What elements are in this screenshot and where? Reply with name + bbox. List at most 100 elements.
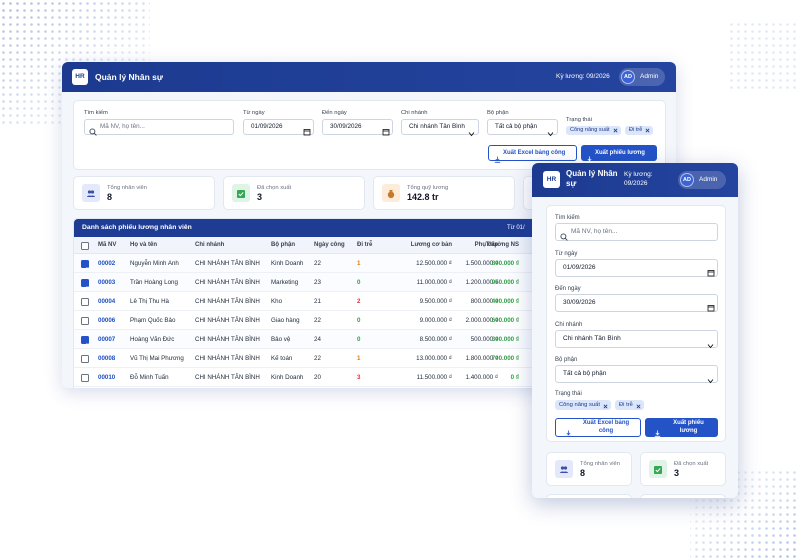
stat-label: Tổng nhân viên [107,185,147,191]
export-excel-button[interactable]: Xuất Excel bảng công [488,145,577,163]
pay-period: Kỳ lương: 09/2026 [556,73,610,80]
from-input[interactable]: 01/09/2026 [555,258,718,277]
download-icon [565,424,572,437]
column-header: Mã NV [98,242,117,248]
filter-card: Tìm kiếm Mã NV, họ tên... Từ ngày 01/09/202… [546,205,726,442]
table-cell: 23 [314,279,321,286]
search-input-text: Mã NV, họ tên... [571,228,618,235]
status-tag[interactable]: Công năng suất [566,126,621,135]
chevron-icon [707,336,714,348]
table-cell: 3 [357,374,361,381]
stat-card [640,494,726,498]
search-input[interactable]: Mã NV, họ tên... [555,223,718,241]
from-input[interactable]: 01/09/2026 [243,119,314,136]
table-cell: 00010 [98,374,116,381]
table-cell: CHI NHÁNH TÂN BÌNH [195,279,260,286]
filter-label: Đến ngày [322,110,347,116]
tag-remove [603,403,608,408]
table-cell: 700.000 ₫ [491,355,519,362]
column-header: Thưởng NS [485,242,519,248]
status-tag[interactable]: Đi trễ [615,400,644,410]
table-cell: Hoàng Văn Đức [130,336,175,343]
export-excel-button-text: Xuất Excel bảng công [503,150,566,156]
download-icon [494,150,501,163]
table-cell: 11.500.000 ₫ [416,374,452,381]
filter-label: Đến ngày [555,286,581,292]
stat-card [546,494,632,498]
filter-label: Từ ngày [555,250,578,257]
column-header: Ngày công [314,242,345,248]
export-payslip-button-text: Xuất phiếu lương [673,420,704,434]
table-cell: CHI NHÁNH TÂN BÌNH [195,355,260,362]
row-checkbox[interactable] [81,316,89,325]
table-cell: 1.500.000 ₫ [465,260,498,267]
table-cell: 00003 [98,279,116,286]
user-menu[interactable]: AD Admin [619,68,665,86]
export-excel-button[interactable]: Xuất Excel bảng công [555,418,641,437]
table-cell: 800.000 ₫ [491,260,519,267]
row-checkbox[interactable] [81,335,89,347]
department-input[interactable]: Tất cả bộ phận [487,119,558,137]
table-cell: 600.000 ₫ [491,317,519,324]
table-row: 00003 Trần Hoàng Long CHI NHÁNH TÂN BÌNH Ma… [74,273,665,292]
table-cell: 2 [357,298,361,305]
to-input[interactable]: 30/09/2026 [322,119,393,136]
table-row: 00008 Vũ Thị Mai Phương CHI NHÁNH TÂN BÌNH… [74,349,665,368]
table-cell: 1.800.000 ₫ [465,355,498,362]
avatar: AD [621,70,635,84]
filter-label: Bộ phận [487,110,509,116]
table-cell: 9.000.000 ₫ [419,317,452,324]
table-cell: 0 [357,336,361,343]
avatar: AD [680,173,694,187]
mobile-window: HR Quản lý Nhân sự Kỳ lương: 09/2026 AD Admi… [532,163,738,498]
to-input[interactable]: 30/09/2026 [555,294,718,312]
stat-icon [382,184,400,202]
status-tag[interactable]: Công năng suất [555,400,611,410]
table-cell: Trần Hoàng Long [130,279,178,286]
table-row: 00010 Đỗ Minh Tuấn CHI NHÁNH TÂN BÌNH Kinh … [74,368,665,387]
row-checkbox[interactable] [81,259,89,271]
stat-icon [82,184,100,202]
from-input-text: 01/09/2026 [563,263,596,271]
tag-text: Đi trễ [619,402,633,408]
table-cell: CHI NHÁNH TÂN BÌNH [195,298,260,305]
branch-input[interactable]: Chi nhánh Tân Bình [555,329,718,348]
row-checkbox[interactable] [81,373,89,382]
column-header: Họ và tên [130,242,158,248]
department-input-text: Tất cả bộ phận [563,370,607,377]
user-menu[interactable]: AD Admin [678,171,726,189]
tag-remove [636,403,641,408]
filter-label: Chi nhánh [401,110,428,116]
export-payslip-button-text: Xuất phiếu lương [595,150,645,156]
branch-input-text: Chi nhánh Tân Bình [563,334,621,342]
calendar-icon [382,123,390,136]
column-header: Đi trễ [357,242,373,248]
row-checkbox[interactable] [81,278,89,290]
row-checkbox[interactable] [81,354,89,363]
filter-label: Trạng thái [566,117,592,123]
search-input[interactable]: Mã NV, họ tên... [84,119,234,136]
select-all-checkbox[interactable] [81,241,89,250]
search-input-text: Mã NV, họ tên... [100,123,145,130]
stat-card: Đã chọn xuất 3 [640,452,726,486]
table-cell: 9.500.000 ₫ [419,298,452,305]
status-tag[interactable]: Đi trễ [625,126,654,135]
tag-remove [645,128,650,133]
logo-badge: HR [72,69,88,85]
logo-text: HR [75,73,85,80]
pay-period: Kỳ lương: 09/2026 [624,171,653,187]
department-input[interactable]: Tất cả bộ phận [555,365,718,384]
row-checkbox[interactable] [81,297,89,306]
table-cell: 0 [357,279,361,286]
table-cell: 22 [314,355,321,362]
branch-input[interactable]: Chi nhánh Tân Bình [401,119,479,137]
table-cell: 0 [357,317,361,324]
table-cell: CHI NHÁNH TÂN BÌNH [195,317,260,324]
table-cell: 1.200.000 ₫ [465,279,498,286]
export-payslip-button[interactable]: Xuất phiếu lương [581,145,657,163]
export-payslip-button[interactable]: Xuất phiếu lương [645,418,718,437]
table-cell: 00002 [98,260,116,267]
table-cell: 11.000.000 ₫ [416,279,452,286]
search-icon [89,123,97,136]
